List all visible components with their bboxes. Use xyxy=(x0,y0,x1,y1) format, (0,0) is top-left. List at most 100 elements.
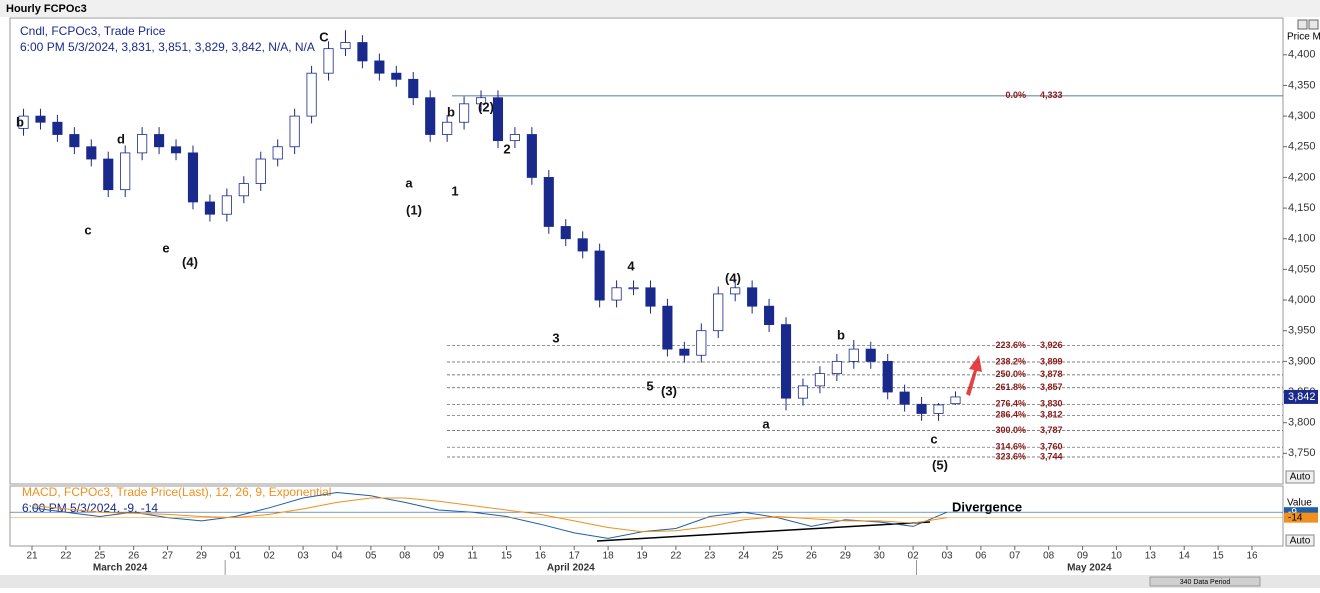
macd-subtitle: 6:00 PM 5/3/2024, -9, -14 xyxy=(22,501,158,515)
macd-value-box xyxy=(1284,507,1318,518)
x-tick-label: 05 xyxy=(365,551,377,562)
title-bar xyxy=(0,0,1320,17)
x-tick-label: 13 xyxy=(1145,551,1157,562)
x-tick-label: 29 xyxy=(196,551,208,562)
candle-body xyxy=(747,287,758,307)
candle-body xyxy=(662,305,673,350)
candle-body xyxy=(187,152,199,203)
y-tick-label: 4,150 xyxy=(1288,202,1316,214)
macd-title: MACD, FCPOc3, Trade Price(Last), 12, 26,… xyxy=(22,485,331,499)
x-tick-label: 16 xyxy=(535,551,547,562)
data-period: 340 Data Period xyxy=(1180,579,1231,586)
month-label: March 2024 xyxy=(93,563,148,574)
x-tick-label: 08 xyxy=(1043,551,1055,562)
x-tick-label: 07 xyxy=(1009,551,1021,562)
candle-body xyxy=(154,134,165,148)
wave-label: C xyxy=(319,29,329,44)
wave-label: b xyxy=(447,104,455,119)
candle-body xyxy=(120,152,131,191)
fib-ratio: 261.8% xyxy=(995,382,1026,392)
month-label: May 2024 xyxy=(1067,563,1112,574)
scroll-thumb[interactable] xyxy=(1149,576,1261,587)
month-label: April 2024 xyxy=(547,563,595,574)
candle-body xyxy=(221,195,232,215)
fib-value: 3,899 xyxy=(1040,356,1063,366)
auto-button[interactable] xyxy=(1285,534,1315,547)
candle-body xyxy=(831,360,842,375)
candle-body xyxy=(611,287,622,301)
candle-body xyxy=(357,42,368,62)
auto-label: Auto xyxy=(1290,472,1311,483)
candle-body xyxy=(86,146,97,160)
candle-body xyxy=(425,97,436,135)
candle-body xyxy=(255,158,266,184)
candle-body xyxy=(696,330,707,356)
wave-label: 4 xyxy=(627,258,635,273)
candle-body xyxy=(730,287,741,295)
x-tick-label: 02 xyxy=(264,551,276,562)
candle-body xyxy=(526,134,537,178)
window-button[interactable] xyxy=(1297,19,1308,30)
x-tick-label: 25 xyxy=(94,551,106,562)
wave-label: b xyxy=(16,114,24,129)
candle-body xyxy=(628,287,639,290)
fib-value: 3,787 xyxy=(1040,425,1063,435)
scrollbar[interactable] xyxy=(0,575,1320,588)
y-tick-label: 4,250 xyxy=(1288,141,1316,153)
macd-panel xyxy=(9,485,1284,547)
fib-ratio: 314.6% xyxy=(995,442,1026,452)
x-tick-label: 16 xyxy=(1246,551,1258,562)
macd-value-box xyxy=(1284,512,1318,523)
wave-label: (1) xyxy=(406,202,422,217)
candle-body xyxy=(780,324,792,399)
y-axis-title: Price MYR T xyxy=(1287,32,1320,43)
price-panel xyxy=(9,17,1284,485)
divergence-line xyxy=(596,521,931,542)
x-tick-label: 23 xyxy=(704,551,716,562)
fib-value: 3,744 xyxy=(1040,451,1063,461)
macd-axis-title: Value xyxy=(1287,498,1312,509)
x-tick-label: 29 xyxy=(840,551,852,562)
fib-ratio: 0.0% xyxy=(1005,90,1026,100)
fib-ratio: 300.0% xyxy=(995,425,1026,435)
candle-body xyxy=(35,115,46,123)
wave-label: a xyxy=(405,175,413,190)
candle-body xyxy=(797,385,809,399)
x-tick-label: 03 xyxy=(298,551,310,562)
x-tick-label: 19 xyxy=(636,551,648,562)
divergence-label: Divergence xyxy=(952,499,1022,514)
window-button[interactable] xyxy=(1308,19,1319,30)
x-tick-label: 22 xyxy=(60,551,72,562)
auto-button[interactable] xyxy=(1285,470,1315,484)
candle-body xyxy=(323,48,334,74)
candle-body xyxy=(848,348,859,362)
wave-label: (2) xyxy=(478,99,494,114)
wave-label: (5) xyxy=(932,457,948,472)
wave-label: (4) xyxy=(725,270,741,285)
candle-body xyxy=(170,146,182,154)
candle-body xyxy=(645,287,656,307)
candle-body xyxy=(289,115,300,148)
candle-body xyxy=(272,146,283,160)
wave-label: d xyxy=(117,131,125,146)
y-tick-label: 4,000 xyxy=(1288,294,1316,306)
fib-value: 3,760 xyxy=(1040,442,1063,452)
candle-body xyxy=(475,97,487,105)
candle-body xyxy=(899,391,910,405)
legend-line: 6:00 PM 5/3/2024, 3,831, 3,851, 3,829, 3… xyxy=(20,40,315,54)
x-tick-label: 04 xyxy=(331,551,343,562)
fib-value: 3,926 xyxy=(1040,340,1063,350)
x-tick-label: 03 xyxy=(941,551,953,562)
wave-label: c xyxy=(930,431,937,446)
wave-label: 2 xyxy=(503,141,510,156)
x-tick-label: 15 xyxy=(501,551,513,562)
candle-body xyxy=(69,134,80,148)
candle-body xyxy=(18,115,29,129)
x-tick-label: 21 xyxy=(26,551,38,562)
candle-body xyxy=(679,348,690,356)
fib-ratio: 276.4% xyxy=(995,399,1026,409)
macd-value-label: -9 xyxy=(1288,507,1297,518)
